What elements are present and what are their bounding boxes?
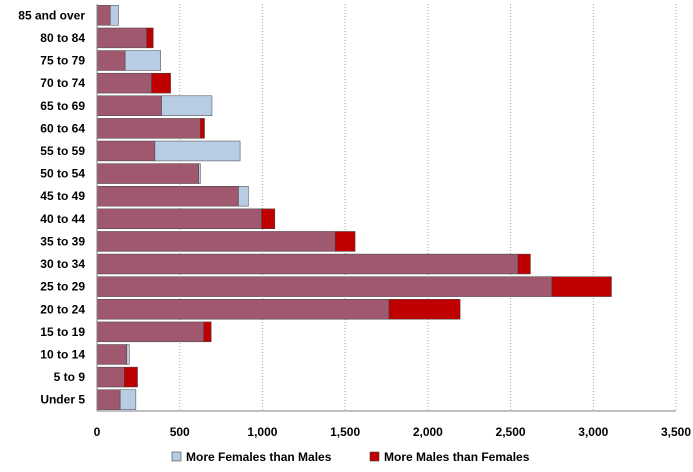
bar-base-16: [96, 366, 125, 388]
category-label: 25 to 29: [40, 280, 85, 294]
bar-base-13: [96, 299, 390, 320]
category-label: 40 to 44: [40, 212, 85, 226]
bar-series0-7: [198, 163, 201, 184]
x-tick-label: 2,000: [413, 425, 443, 439]
x-tick-label: 2,500: [496, 425, 526, 439]
bar-series1-16: [124, 366, 138, 388]
bar-base-0: [96, 5, 111, 26]
bar-base-3: [96, 72, 152, 94]
bar-series0-17: [119, 389, 137, 410]
category-labels: 85 and over 80 to 84 75 to 79 70 to 74 65 to…: [18, 8, 85, 406]
bar-series1-5: [200, 118, 205, 139]
category-label: Under 5: [40, 393, 85, 407]
category-label: 75 to 79: [40, 54, 85, 68]
x-tick-label: 1,500: [330, 425, 360, 439]
legend-swatch-0: [171, 451, 182, 462]
category-label: 80 to 84: [40, 31, 85, 45]
bar-base-9: [96, 208, 262, 230]
bar-base-17: [96, 389, 121, 410]
bar-series1-11: [517, 253, 531, 275]
legend-label-1: More Males than Females: [384, 450, 530, 464]
category-label: 35 to 39: [40, 234, 85, 248]
category-label: 5 to 9: [54, 370, 86, 384]
bar-base-6: [96, 140, 156, 162]
x-tick-label: 1,000: [247, 425, 277, 439]
category-label: 10 to 14: [40, 347, 85, 361]
bar-base-1: [96, 27, 147, 49]
x-tick-label: 500: [170, 425, 190, 439]
bar-series1-12: [551, 276, 612, 297]
bar-series1-13: [388, 299, 461, 320]
bar-base-10: [96, 231, 336, 252]
category-label: 45 to 49: [40, 189, 85, 203]
bar-base-14: [96, 321, 204, 343]
bar-series1-10: [334, 231, 356, 252]
bar-series0-15: [126, 344, 130, 365]
category-label: 70 to 74: [40, 76, 85, 90]
bar-base-7: [96, 163, 199, 184]
category-label: 65 to 69: [40, 99, 85, 113]
axes: [96, 4, 676, 412]
legend-swatch-1: [369, 451, 380, 462]
bars: [96, 5, 612, 410]
bar-series0-8: [238, 185, 249, 207]
bar-series1-9: [261, 208, 276, 230]
x-tick-label: 3,500: [661, 425, 691, 439]
x-tick-labels: 0 500 1,000 1,500 2,000 2,500 3,000 3,500: [94, 425, 692, 439]
category-label: 85 and over: [18, 8, 85, 22]
category-label: 30 to 34: [40, 257, 85, 271]
bar-base-2: [96, 50, 126, 71]
bar-base-8: [96, 185, 239, 207]
category-label: 55 to 59: [40, 144, 85, 158]
bar-base-15: [96, 344, 128, 365]
category-label: 20 to 24: [40, 302, 85, 316]
legend-label-0: More Females than Males: [186, 450, 332, 464]
category-label: 60 to 64: [40, 121, 85, 135]
x-tick-label: 3,000: [578, 425, 608, 439]
gridlines: [179, 4, 677, 411]
category-label: 50 to 54: [40, 167, 85, 181]
legend: More Females than Males More Males than F…: [171, 450, 530, 464]
bar-series0-4: [161, 95, 213, 116]
bar-series1-14: [203, 321, 212, 343]
bar-base-12: [96, 276, 553, 297]
bar-series1-3: [151, 72, 171, 94]
bar-series0-0: [109, 5, 119, 26]
bar-base-11: [96, 253, 519, 275]
x-tick-label: 0: [94, 425, 101, 439]
bar-series0-6: [154, 140, 241, 162]
bar-base-4: [96, 95, 162, 116]
category-label: 15 to 19: [40, 325, 85, 339]
bar-series0-2: [124, 50, 161, 71]
bar-base-5: [96, 118, 201, 139]
bar-series1-1: [146, 27, 154, 49]
